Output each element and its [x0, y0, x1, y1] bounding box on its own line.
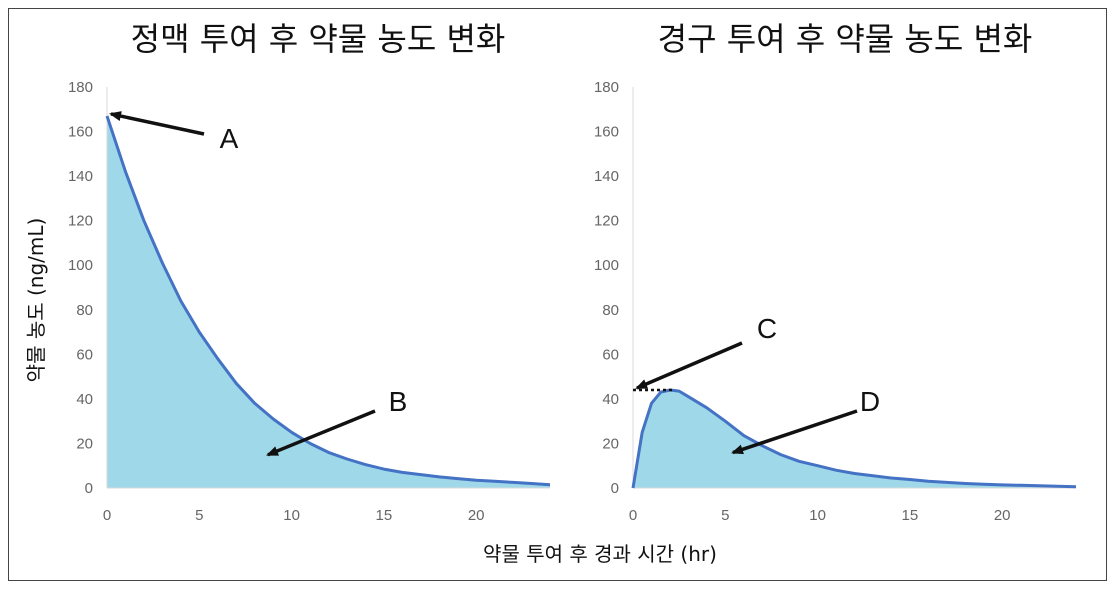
iv-series-line	[105, 115, 551, 487]
annotation-arrow-b	[266, 409, 376, 457]
oral-y-tick-label: 80	[602, 302, 619, 319]
iv-y-tick-label: 140	[68, 168, 93, 185]
iv-y-tick-label: 60	[76, 346, 93, 363]
iv-y-tick-label: 20	[76, 435, 93, 452]
oral-x-tick-label: 10	[809, 507, 826, 524]
iv-y-tick-label: 80	[76, 302, 93, 319]
iv-y-tick-label: 40	[76, 391, 93, 408]
x-axis-label: 약물 투여 후 경과 시간 (hr)	[483, 542, 717, 566]
oral-x-tick-label: 5	[721, 507, 729, 524]
iv-x-tick-label: 5	[195, 507, 203, 524]
annotation-arrow-c	[635, 341, 743, 390]
oral-y-tick-label: 0	[611, 480, 619, 497]
oral-chart-title: 경구 투여 후 약물 농도 변화	[658, 20, 1033, 58]
oral-y-tick-label: 140	[594, 168, 619, 185]
annotation-label-b: B	[389, 386, 408, 417]
oral-y-tick-label: 60	[602, 346, 619, 363]
annotation-label-d: D	[860, 386, 880, 417]
iv-chart-title: 정맥 투여 후 약물 농도 변화	[131, 20, 506, 58]
iv-y-tick-label: 180	[68, 79, 93, 96]
iv-area-fill	[107, 116, 550, 488]
annotation-arrow-a	[109, 111, 205, 136]
oral-y-tick-label: 20	[602, 435, 619, 452]
oral-y-tick-label: 40	[602, 391, 619, 408]
oral-y-tick-label: 100	[594, 257, 619, 274]
iv-x-tick-label: 0	[103, 507, 111, 524]
oral-x-tick-label: 20	[994, 507, 1011, 524]
oral-y-tick-label: 160	[594, 124, 619, 141]
iv-y-tick-label: 160	[68, 124, 93, 141]
oral-x-tick-label: 0	[629, 507, 637, 524]
oral-series-line	[631, 388, 1077, 489]
iv-x-tick-label: 10	[283, 507, 300, 524]
iv-y-tick-label: 0	[85, 480, 93, 497]
oral-chart: 경구 투여 후 약물 농도 변화 02040608010012014016018…	[594, 20, 1077, 524]
iv-y-tick-label: 120	[68, 213, 93, 230]
oral-x-tick-label: 15	[902, 507, 919, 524]
iv-x-tick-label: 20	[468, 507, 485, 524]
y-axis-label: 약물 농도 (ng/mL)	[24, 218, 48, 383]
oral-y-tick-label: 120	[594, 213, 619, 230]
oral-y-tick-label: 180	[594, 79, 619, 96]
annotation-label-c: C	[757, 313, 777, 344]
annotation-label-a: A	[220, 123, 239, 154]
iv-y-tick-label: 100	[68, 257, 93, 274]
annotation-arrow-d	[731, 409, 858, 455]
iv-x-tick-label: 15	[376, 507, 393, 524]
oral-area-fill	[633, 390, 1076, 488]
iv-chart: 정맥 투여 후 약물 농도 변화 02040608010012014016018…	[68, 20, 551, 524]
